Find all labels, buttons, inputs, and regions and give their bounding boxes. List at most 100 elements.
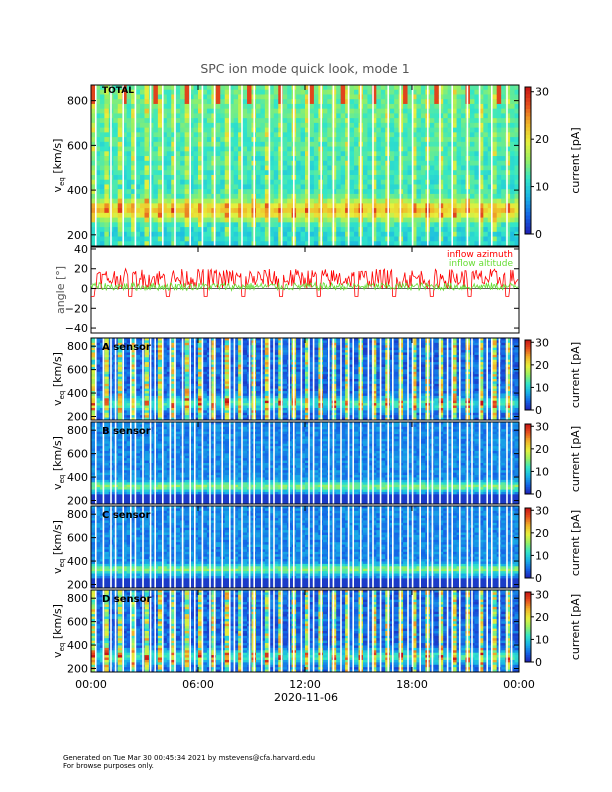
colorbar-tick-label: 10 xyxy=(535,549,549,562)
colorbar-frame xyxy=(524,86,532,235)
y-tick-label: 800 xyxy=(67,424,88,437)
data-gap-columns xyxy=(95,338,513,420)
y-tick-label: 800 xyxy=(67,95,88,108)
y-axis-label: veq [km/s] xyxy=(51,352,66,406)
y-axis-label-main: v xyxy=(51,483,64,490)
colorbar-tick-label: 10 xyxy=(535,633,549,646)
colorbar-tick-label: 30 xyxy=(535,86,549,99)
y-tick-label: −20 xyxy=(65,302,88,315)
data-gap-columns xyxy=(95,590,513,672)
colorbar-label: current [pA] xyxy=(569,594,582,660)
y-axis-label-unit: [km/s] xyxy=(51,520,64,559)
angle-panel-frame xyxy=(90,246,520,334)
x-tick-label: 12:00 xyxy=(289,678,321,691)
spectrogram-cells xyxy=(91,85,520,247)
colorbar-tick-label: 0 xyxy=(535,656,542,669)
y-axis-label-main: v xyxy=(51,651,64,658)
panel-label: C sensor xyxy=(102,510,150,521)
y-axis-label-sub: eq xyxy=(58,391,66,400)
time-axis: 2020-11-06 00:00 06:00 12:00 18:00 00:00 xyxy=(75,85,535,704)
series-line-1 xyxy=(90,281,519,292)
y-tick-label: 400 xyxy=(67,387,88,400)
colorbar-label: current [pA] xyxy=(569,342,582,408)
x-tick-label: 00:00 xyxy=(503,678,535,691)
colorbar-tick-label: 0 xyxy=(535,228,542,241)
y-tick-label: 40 xyxy=(74,243,88,256)
colorbar: 0 10 20 30 current [pA] xyxy=(524,588,582,669)
colorbar-tick-label: 20 xyxy=(535,527,549,540)
y-axis-label-sub: eq xyxy=(58,643,66,652)
y-tick-label: 600 xyxy=(67,616,88,629)
colorbar-tick-label: 20 xyxy=(535,133,549,146)
y-tick-label: 400 xyxy=(67,471,88,484)
y-axis-label-main: v xyxy=(51,185,64,192)
colorbar: 0 10 20 30 current [pA] xyxy=(524,336,582,417)
y-axis-label-sub: eq xyxy=(58,177,66,186)
panel-label: TOTAL xyxy=(102,86,134,96)
footer-browse-note: For browse purposes only. xyxy=(63,762,154,770)
y-tick-label: 200 xyxy=(67,578,88,591)
data-gap-columns xyxy=(95,506,513,588)
colorbar-tick-label: 10 xyxy=(535,465,549,478)
y-tick-label: −40 xyxy=(65,322,88,335)
colorbar-frame xyxy=(524,507,532,579)
y-tick-label: 200 xyxy=(67,662,88,675)
y-tick-label: 20 xyxy=(74,263,88,276)
figure-title: SPC ion mode quick look, mode 1 xyxy=(200,61,409,76)
colorbar-tick-label: 0 xyxy=(535,572,542,585)
x-tick-label: 00:00 xyxy=(75,678,107,691)
colorbar: 0 10 20 30 current [pA] xyxy=(524,420,582,501)
colorbar-tick-label: 10 xyxy=(535,381,549,394)
x-tick-label: 18:00 xyxy=(396,678,428,691)
colorbar-frame xyxy=(524,423,532,495)
panel-label: D sensor xyxy=(102,594,151,605)
y-tick-label: 200 xyxy=(67,229,88,242)
y-axis-label-unit: [km/s] xyxy=(51,139,64,178)
y-tick-label: 0 xyxy=(81,283,88,296)
y-tick-label: 600 xyxy=(67,364,88,377)
colorbar-tick-label: 0 xyxy=(535,404,542,417)
panel-label: A sensor xyxy=(102,342,151,353)
colorbar-frame xyxy=(524,339,532,411)
colorbar-tick-label: 10 xyxy=(535,181,549,194)
colorbar-tick-label: 30 xyxy=(535,420,549,433)
colorbar-frame xyxy=(524,591,532,663)
data-gap-columns xyxy=(95,422,513,504)
colorbar-tick-label: 30 xyxy=(535,504,549,517)
y-axis-label-main: v xyxy=(51,567,64,574)
y-tick-label: 600 xyxy=(67,139,88,152)
y-axis-label-sub: eq xyxy=(58,475,66,484)
colorbar-tick-label: 20 xyxy=(535,611,549,624)
x-date-label: 2020-11-06 xyxy=(274,691,338,704)
data-gap-columns xyxy=(95,85,508,246)
legend-entry: inflow altitude xyxy=(449,259,514,269)
colorbar-tick-label: 0 xyxy=(535,488,542,501)
x-tick-label: 06:00 xyxy=(182,678,214,691)
colorbar-tick-label: 30 xyxy=(535,588,549,601)
y-axis-label-unit: [km/s] xyxy=(51,436,64,475)
y-tick-label: 600 xyxy=(67,532,88,545)
colorbar: 0 10 20 30 current [pA] xyxy=(524,504,582,585)
y-tick-label: 400 xyxy=(67,184,88,197)
y-tick-label: 200 xyxy=(67,494,88,507)
y-axis-label-main: v xyxy=(51,399,64,406)
footer-generated: Generated on Tue Mar 30 00:45:34 2021 by… xyxy=(63,754,316,762)
y-tick-label: 400 xyxy=(67,639,88,652)
y-tick-label: 800 xyxy=(67,340,88,353)
panel-label: B sensor xyxy=(102,426,151,437)
y-tick-label: 800 xyxy=(67,592,88,605)
y-axis-label: angle [°] xyxy=(54,266,67,314)
y-axis-label: veq [km/s] xyxy=(51,604,66,658)
colorbar-label: current [pA] xyxy=(569,127,582,193)
y-axis-label-sub: eq xyxy=(58,559,66,568)
y-axis-label: veq [km/s] xyxy=(51,436,66,490)
y-tick-label: 800 xyxy=(67,508,88,521)
legend-entry: inflow azimuth xyxy=(447,250,513,260)
y-tick-label: 200 xyxy=(67,410,88,423)
y-axis-label: veq [km/s] xyxy=(51,139,66,193)
y-axis-label-unit: [km/s] xyxy=(51,604,64,643)
y-axis-label: veq [km/s] xyxy=(51,520,66,574)
colorbar-label: current [pA] xyxy=(569,426,582,492)
